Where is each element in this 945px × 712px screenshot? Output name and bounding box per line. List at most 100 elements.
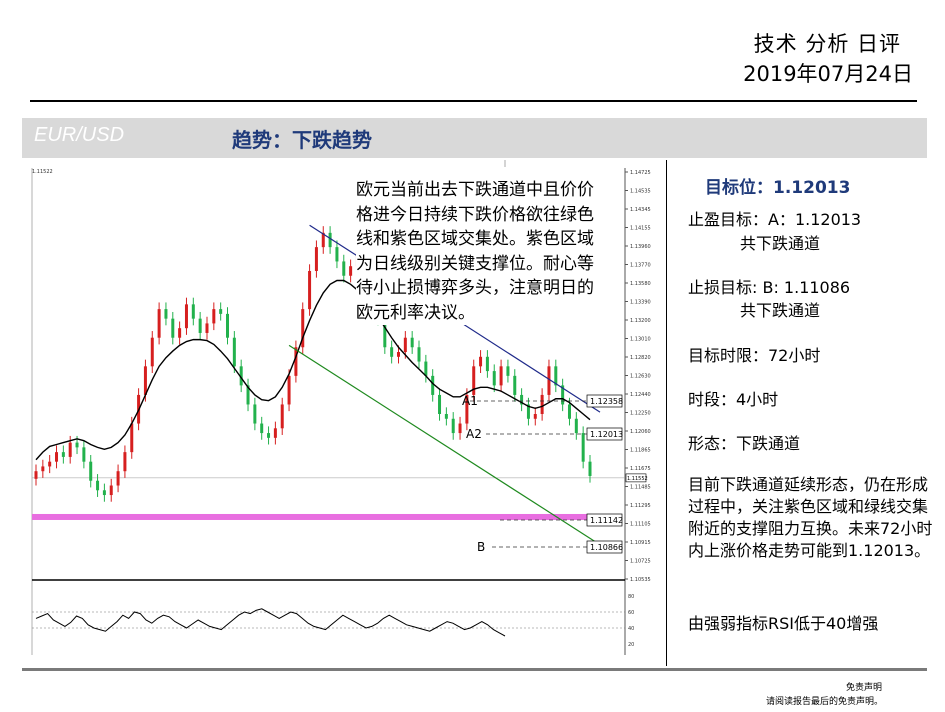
candle-body	[232, 337, 236, 367]
price-tick-label: 1.11295	[630, 503, 651, 509]
candle-body	[191, 304, 195, 319]
stop-loss: 止损目标: B: 1.11086	[688, 278, 851, 297]
price-tick-label: 1.13770	[630, 263, 651, 269]
candle-body	[55, 452, 59, 462]
candle-body	[520, 394, 524, 405]
footer-divider	[22, 668, 927, 671]
candle-body	[342, 261, 346, 276]
moving-average-line	[35, 279, 591, 461]
candle-body	[424, 361, 428, 376]
candle-body	[506, 366, 510, 376]
pattern: 形态：下跌通道	[688, 434, 801, 453]
candle-body	[253, 404, 257, 424]
candle-body	[41, 466, 45, 472]
candle-body	[48, 461, 52, 467]
price-tick-label: 1.14155	[630, 226, 651, 232]
candle-body	[246, 385, 250, 405]
level-price: 1.10866	[590, 543, 623, 552]
candle-body	[82, 447, 86, 462]
price-tick-label: 1.12060	[630, 429, 651, 435]
price-tick-label: 1.11865	[630, 448, 651, 454]
price-tick-label: 1.13200	[630, 318, 651, 324]
candle-body	[390, 347, 394, 357]
candle-body	[219, 309, 223, 314]
candle-body	[184, 304, 188, 329]
candle-body	[472, 366, 476, 395]
candle-body	[143, 366, 147, 395]
candle-body	[547, 366, 551, 395]
rsi-line	[35, 608, 506, 637]
level-price: 1.12358	[590, 397, 623, 406]
level-price: 1.11142	[590, 516, 623, 525]
title-band	[22, 118, 927, 158]
candle-body	[561, 385, 565, 405]
candle-body	[61, 452, 65, 457]
candle-body	[588, 461, 592, 476]
rsi-note: 由强弱指标RSI低于40增强	[688, 614, 879, 633]
candle-body	[540, 394, 544, 414]
candle-body	[280, 404, 284, 429]
price-tick-label: 1.12250	[630, 411, 651, 417]
trend-title: 趋势：下跌趋势	[232, 128, 372, 152]
target-level: 目标位：1.12013	[705, 178, 851, 198]
price-tick-label: 1.12440	[630, 392, 651, 398]
candle-body	[492, 371, 496, 386]
candle-body	[554, 366, 558, 386]
candle-body	[109, 485, 113, 496]
time-horizon: 目标时限：72小时	[688, 346, 821, 365]
channel-lower-line	[288, 344, 601, 546]
level-label: A1	[462, 394, 478, 408]
candle-body	[479, 356, 483, 367]
report-date: 2019年07月24日	[743, 62, 913, 86]
price-tick-label: 1.14345	[630, 207, 651, 213]
candle-body	[485, 356, 489, 372]
candle-body	[164, 309, 168, 319]
rsi-tick-label: 40	[628, 626, 634, 632]
candle-body	[410, 337, 414, 348]
candle-body	[171, 318, 175, 338]
candle-body	[335, 247, 339, 262]
price-tick-label: 1.12820	[630, 355, 651, 361]
candle-body	[178, 328, 182, 338]
chart-corner-label: 1.11522	[32, 169, 53, 175]
candle-body	[396, 352, 400, 357]
current-price-box	[625, 473, 647, 483]
timeframe: 时段：4小时	[688, 390, 779, 409]
price-tick-label: 1.13010	[630, 337, 651, 343]
price-tick-label: 1.10725	[630, 559, 651, 565]
candle-body	[212, 309, 216, 324]
take-profit: 止盈目标：A：1.12013	[688, 210, 862, 229]
current-price-label: 1.11552	[627, 476, 648, 482]
candle-body	[267, 433, 271, 438]
candle-body	[465, 394, 469, 424]
price-tick-label: 1.11485	[630, 485, 651, 491]
candle-body	[438, 394, 442, 414]
candle-body	[328, 232, 332, 248]
candle-body	[205, 323, 209, 333]
disclaimer-title: 免责声明	[846, 683, 883, 693]
analysis-description: 目前下跌通道延续形态，仍在形成过程中，关注紫色区域和绿线交集附近的支撑阻力互换。…	[688, 475, 933, 560]
level-box	[586, 427, 623, 441]
price-tick-label: 1.11675	[630, 466, 651, 472]
candle-body	[260, 423, 264, 434]
candle-body	[198, 318, 202, 333]
candle-body	[96, 480, 100, 491]
candle-body	[581, 433, 585, 462]
level-label: B	[477, 540, 485, 554]
price-tick-label: 1.13960	[630, 244, 651, 250]
level-box	[586, 513, 623, 527]
currency-pair: EUR/USD	[34, 124, 125, 146]
candle-body	[123, 452, 127, 472]
candle-body	[417, 347, 421, 362]
candle-body	[116, 471, 120, 486]
price-tick-label: 1.13580	[630, 281, 651, 287]
level-box	[586, 540, 623, 554]
candle-body	[301, 309, 305, 348]
price-tick-label: 1.10535	[630, 577, 651, 583]
chart-annotation: 欧元当前出去下跌通道中且价价格进今日持续下跌价格欲往绿色线和紫色区域交集处。紫色…	[356, 178, 608, 325]
candle-body	[499, 366, 503, 386]
panel-divider	[666, 160, 667, 666]
candle-body	[533, 414, 537, 419]
candle-body	[34, 471, 38, 479]
candle-body	[226, 313, 230, 338]
